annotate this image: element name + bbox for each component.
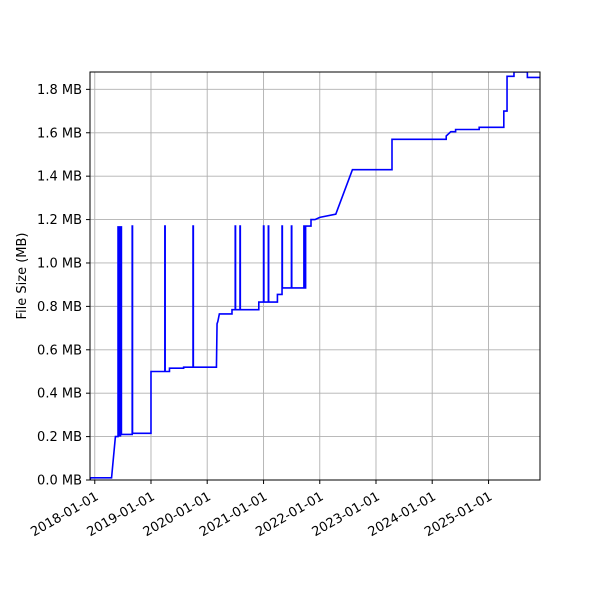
x-axis: 2018-01-012019-01-012020-01-012021-01-01…	[28, 480, 495, 540]
y-axis-title: File Size (MB)	[15, 233, 30, 320]
y-axis: 0.0 MB 0.2 MB 0.4 MB 0.6 MB 0.8 MB 1.0 MB 1.2 …	[37, 83, 90, 489]
y-tick-label: 0.8 MB	[37, 300, 82, 315]
y-tick-label: 0.4 MB	[37, 387, 82, 402]
series-line-0	[90, 72, 540, 480]
series-layer	[90, 72, 540, 480]
y-tick-label: 0.0 MB	[37, 474, 82, 489]
grid	[90, 72, 540, 481]
y-tick-label: 0.2 MB	[37, 430, 82, 445]
y-tick-label: 1.4 MB	[37, 170, 82, 185]
y-tick-label: 1.2 MB	[37, 213, 82, 228]
y-tick-label: 1.0 MB	[37, 256, 82, 271]
plot-frame	[89, 71, 541, 481]
y-tick-label: 1.6 MB	[37, 126, 82, 141]
y-tick-label: 0.6 MB	[37, 343, 82, 358]
y-tick-label: 1.8 MB	[37, 83, 82, 98]
